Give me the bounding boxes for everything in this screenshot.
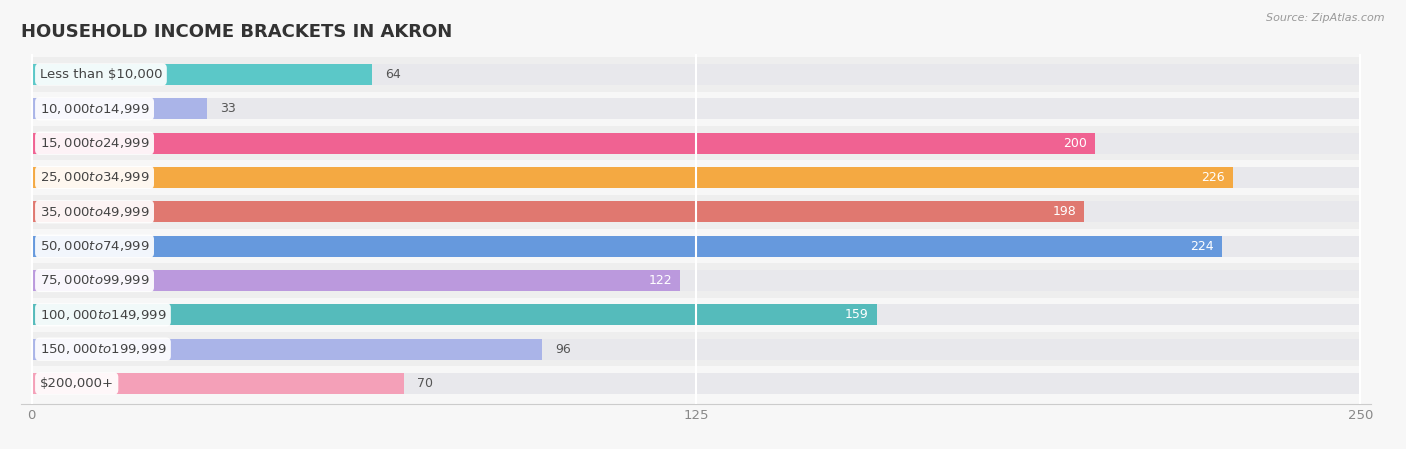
Bar	[32, 270, 1360, 291]
Bar	[32, 132, 1094, 154]
Text: $150,000 to $199,999: $150,000 to $199,999	[39, 342, 166, 356]
Bar	[32, 167, 1233, 188]
Bar	[32, 64, 371, 85]
Text: 122: 122	[648, 274, 672, 287]
Text: 70: 70	[418, 377, 433, 390]
Bar	[32, 64, 1360, 85]
Bar	[32, 160, 1360, 195]
Bar	[32, 304, 1360, 326]
Bar	[32, 132, 1360, 154]
Bar	[32, 339, 541, 360]
Text: $100,000 to $149,999: $100,000 to $149,999	[39, 308, 166, 322]
Bar	[32, 304, 877, 326]
Bar	[32, 236, 1360, 257]
Text: $35,000 to $49,999: $35,000 to $49,999	[39, 205, 149, 219]
Text: 96: 96	[555, 343, 571, 356]
Bar	[32, 201, 1084, 222]
Bar	[32, 298, 1360, 332]
Bar	[32, 373, 1360, 394]
Bar	[32, 201, 1360, 222]
Text: $200,000+: $200,000+	[39, 377, 114, 390]
Text: $15,000 to $24,999: $15,000 to $24,999	[39, 136, 149, 150]
Bar	[32, 263, 1360, 298]
Text: 224: 224	[1191, 240, 1215, 253]
Bar	[32, 366, 1360, 401]
Text: $25,000 to $34,999: $25,000 to $34,999	[39, 171, 149, 185]
Text: 159: 159	[845, 308, 869, 321]
Text: Less than $10,000: Less than $10,000	[39, 68, 162, 81]
Bar	[32, 57, 1360, 92]
Bar	[32, 167, 1360, 188]
Bar	[32, 98, 1360, 119]
Text: $10,000 to $14,999: $10,000 to $14,999	[39, 102, 149, 116]
Bar	[32, 332, 1360, 366]
Text: 33: 33	[221, 102, 236, 115]
Text: $50,000 to $74,999: $50,000 to $74,999	[39, 239, 149, 253]
Bar	[32, 270, 681, 291]
Bar	[32, 373, 404, 394]
Bar	[32, 195, 1360, 229]
Bar	[32, 236, 1222, 257]
Bar	[32, 229, 1360, 263]
Text: 226: 226	[1201, 171, 1225, 184]
Text: HOUSEHOLD INCOME BRACKETS IN AKRON: HOUSEHOLD INCOME BRACKETS IN AKRON	[21, 23, 453, 41]
Text: 198: 198	[1052, 205, 1076, 218]
Text: 64: 64	[385, 68, 401, 81]
Bar	[32, 92, 1360, 126]
Text: Source: ZipAtlas.com: Source: ZipAtlas.com	[1267, 13, 1385, 23]
Text: $75,000 to $99,999: $75,000 to $99,999	[39, 273, 149, 287]
Text: 200: 200	[1063, 136, 1087, 150]
Bar	[32, 98, 207, 119]
Bar	[32, 126, 1360, 160]
Bar	[32, 339, 1360, 360]
